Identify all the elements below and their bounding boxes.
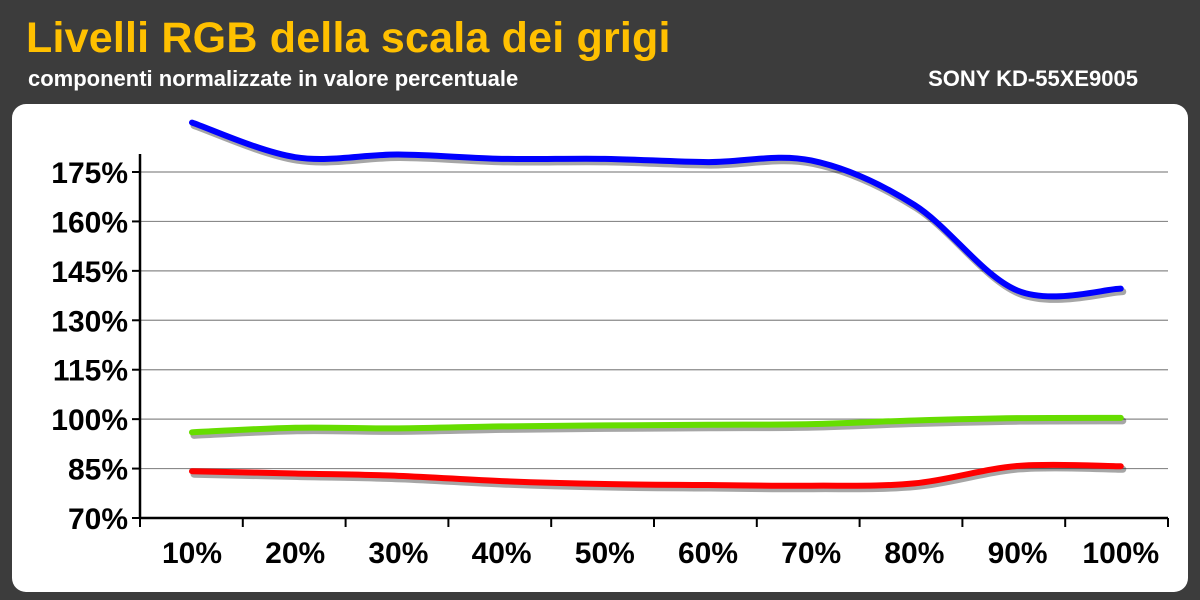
- blue-series-line: [189, 119, 1124, 300]
- x-tick-label: 100%: [1082, 537, 1159, 570]
- plot-panel: [12, 104, 1188, 592]
- green-series-line: [189, 414, 1124, 436]
- y-tick-label: 115%: [53, 355, 128, 388]
- x-tick-label: 70%: [781, 537, 841, 570]
- x-tick-labels: 10% 20% 30% 40% 50% 60% 70% 80% 90% 100%: [162, 537, 1159, 570]
- chart-header: Livelli RGB della scala dei grigi compon…: [0, 0, 1200, 104]
- x-tick-label: 30%: [368, 537, 428, 570]
- blue-series-line-shadow: [190, 122, 1127, 303]
- y-tick-label: 85%: [68, 454, 128, 487]
- y-tick-label: 130%: [51, 305, 128, 338]
- x-tick-label: 20%: [265, 537, 325, 570]
- x-tick-label: 60%: [678, 537, 738, 570]
- x-tick-label: 50%: [575, 537, 635, 570]
- y-tick-label: 145%: [51, 256, 128, 289]
- y-tick-labels: 70% 85% 100% 115% 130% 145% 160% 175%: [51, 157, 128, 536]
- axes: [132, 154, 1169, 527]
- x-tick-label: 90%: [988, 537, 1048, 570]
- device-model: SONY KD-55XE9005: [928, 66, 1138, 91]
- y-tick-label: 175%: [51, 157, 128, 190]
- y-tick-label: 100%: [51, 404, 128, 437]
- series-lines: [189, 119, 1127, 493]
- y-tick-label: 160%: [51, 206, 128, 239]
- y-tick-label: 70%: [68, 503, 128, 536]
- chart-title: Livelli RGB della scala dei grigi: [26, 14, 671, 62]
- chart-subtitle: componenti normalizzate in valore percen…: [28, 66, 519, 91]
- x-tick-label: 40%: [472, 537, 532, 570]
- red-series-line: [189, 461, 1124, 489]
- x-tick-label: 80%: [884, 537, 944, 570]
- x-tick-label: 10%: [162, 537, 222, 570]
